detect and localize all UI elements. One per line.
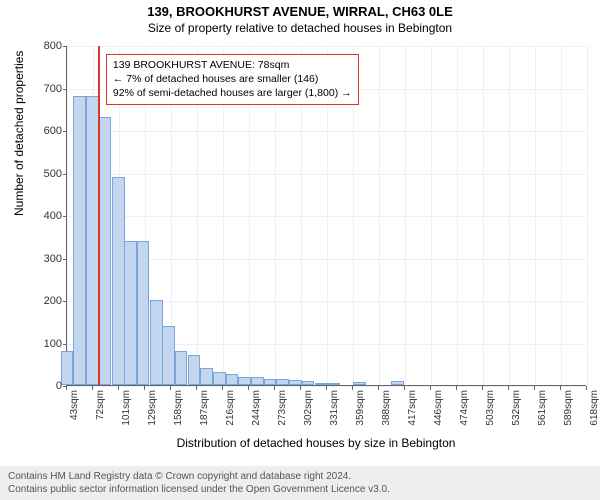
histogram-bar (226, 374, 239, 385)
gridline-vertical (379, 46, 380, 385)
histogram-bar (200, 368, 213, 385)
histogram-bar (112, 177, 125, 385)
histogram-bar (289, 380, 302, 385)
xtick-mark (404, 386, 405, 390)
gridline-vertical (457, 46, 458, 385)
plot-area: 139 BROOKHURST AVENUE: 78sqm← 7% of deta… (66, 46, 586, 386)
xtick-label: 101sqm (121, 390, 132, 426)
annotation-line: ← 7% of detached houses are smaller (146… (113, 72, 352, 86)
histogram-bar (175, 351, 188, 385)
xtick-label: 503sqm (485, 390, 496, 426)
reference-line (98, 46, 100, 385)
xtick-label: 244sqm (251, 390, 262, 426)
histogram-bar (137, 241, 150, 386)
xtick-label: 359sqm (355, 390, 366, 426)
xtick-mark (118, 386, 119, 390)
xtick-mark (274, 386, 275, 390)
ytick-label: 400 (44, 210, 62, 222)
xtick-label: 158sqm (173, 390, 184, 426)
histogram-bar (150, 300, 163, 385)
footer-attribution: Contains HM Land Registry data © Crown c… (0, 466, 600, 500)
gridline-vertical (405, 46, 406, 385)
histogram-bar (188, 355, 201, 385)
ytick-label: 100 (44, 338, 62, 350)
xtick-mark (378, 386, 379, 390)
histogram-bar (251, 377, 264, 385)
ytick-label: 200 (44, 295, 62, 307)
gridline-vertical (483, 46, 484, 385)
xtick-label: 187sqm (199, 390, 210, 426)
xtick-mark (560, 386, 561, 390)
xtick-mark (92, 386, 93, 390)
gridline-vertical (67, 46, 68, 385)
xtick-label: 129sqm (147, 390, 158, 426)
xtick-mark (170, 386, 171, 390)
histogram-bar (213, 372, 226, 385)
histogram-bar (124, 241, 137, 386)
histogram-bar (238, 377, 251, 386)
histogram-bar (264, 379, 277, 385)
histogram-bar (73, 96, 86, 385)
histogram-chart: Number of detached properties 139 BROOKH… (46, 46, 586, 416)
histogram-bar (391, 381, 404, 385)
ytick-label: 0 (56, 380, 62, 392)
footer-line: Contains public sector information licen… (8, 483, 592, 496)
xtick-mark (66, 386, 67, 390)
xtick-mark (586, 386, 587, 390)
histogram-bar (327, 383, 340, 385)
xtick-label: 273sqm (277, 390, 288, 426)
xtick-label: 589sqm (563, 390, 574, 426)
histogram-bar (353, 382, 366, 385)
xtick-mark (326, 386, 327, 390)
ytick-label: 800 (44, 40, 62, 52)
xtick-label: 446sqm (433, 390, 444, 426)
xtick-label: 618sqm (589, 390, 600, 426)
xtick-mark (456, 386, 457, 390)
xtick-mark (248, 386, 249, 390)
xtick-label: 532sqm (511, 390, 522, 426)
xtick-mark (222, 386, 223, 390)
histogram-bar (61, 351, 74, 385)
xtick-label: 331sqm (329, 390, 340, 426)
gridline-vertical (587, 46, 588, 385)
page-subtitle: Size of property relative to detached ho… (0, 19, 600, 39)
xtick-mark (196, 386, 197, 390)
xtick-label: 417sqm (407, 390, 418, 426)
histogram-bar (276, 379, 289, 385)
histogram-bar (302, 381, 315, 385)
ytick-label: 600 (44, 125, 62, 137)
footer-line: Contains HM Land Registry data © Crown c… (8, 470, 592, 483)
gridline-vertical (535, 46, 536, 385)
xtick-label: 474sqm (459, 390, 470, 426)
gridline-vertical (561, 46, 562, 385)
annotation-line: 92% of semi-detached houses are larger (… (113, 86, 352, 100)
y-axis-label: Number of detached properties (12, 51, 26, 216)
annotation-box: 139 BROOKHURST AVENUE: 78sqm← 7% of deta… (106, 54, 359, 105)
xtick-mark (508, 386, 509, 390)
histogram-bar (315, 383, 328, 385)
xtick-label: 561sqm (537, 390, 548, 426)
xtick-mark (534, 386, 535, 390)
xtick-label: 43sqm (69, 390, 80, 420)
xtick-label: 72sqm (95, 390, 106, 420)
annotation-line: 139 BROOKHURST AVENUE: 78sqm (113, 58, 352, 72)
gridline-vertical (509, 46, 510, 385)
page-title: 139, BROOKHURST AVENUE, WIRRAL, CH63 0LE (0, 0, 600, 19)
xtick-mark (144, 386, 145, 390)
xtick-label: 216sqm (225, 390, 236, 426)
xtick-mark (300, 386, 301, 390)
x-axis-label: Distribution of detached houses by size … (46, 436, 586, 450)
gridline-vertical (431, 46, 432, 385)
ytick-label: 300 (44, 253, 62, 265)
xtick-label: 302sqm (303, 390, 314, 426)
xtick-mark (352, 386, 353, 390)
xtick-mark (482, 386, 483, 390)
histogram-bar (99, 117, 112, 385)
xtick-label: 388sqm (381, 390, 392, 426)
ytick-label: 700 (44, 83, 62, 95)
xtick-mark (430, 386, 431, 390)
ytick-label: 500 (44, 168, 62, 180)
histogram-bar (162, 326, 175, 386)
